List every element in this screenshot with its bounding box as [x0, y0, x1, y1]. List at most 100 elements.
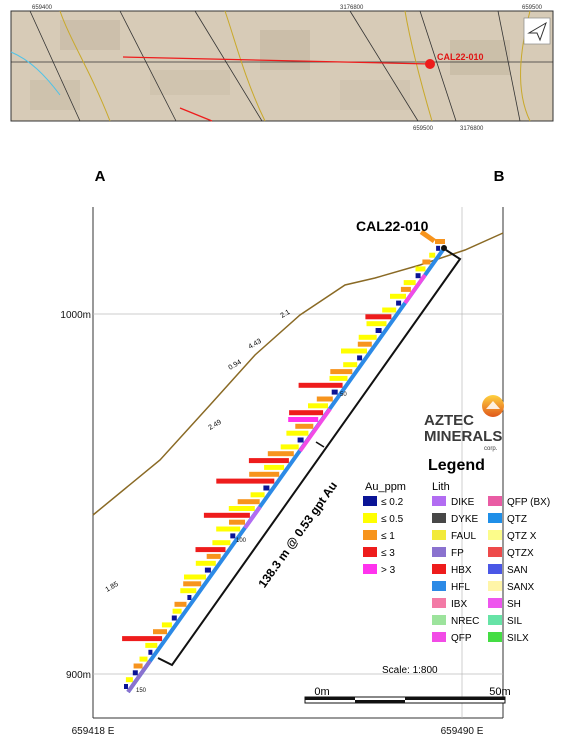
- elevation-label-1000m: 1000m: [60, 310, 91, 321]
- drill-trace-fp: [126, 659, 152, 694]
- logo-line-1: AZTEC: [424, 412, 474, 429]
- legend-lith-swatch: [488, 598, 502, 608]
- legend-lith-swatch: [432, 581, 446, 591]
- assay-bar: [248, 458, 289, 464]
- legend-lith-label: QFP (BX): [507, 497, 550, 508]
- legend-lith-label: SANX: [507, 582, 535, 593]
- legend-lith-swatch: [432, 615, 446, 625]
- inset-collar-marker: [425, 59, 435, 69]
- legend-lith-swatch: [432, 564, 446, 574]
- assay-bar: [133, 663, 143, 669]
- assay-label-2-49: 2.49: [208, 419, 223, 432]
- inset-hole-label: CAL22-010: [437, 52, 484, 62]
- legend-au-swatch: [363, 547, 377, 557]
- legend-au-label: ≤ 3: [381, 548, 395, 559]
- legend-au-label: ≤ 0.5: [381, 514, 404, 525]
- assay-bar: [124, 684, 128, 689]
- assay-bar: [203, 512, 250, 518]
- legend-lith-swatch: [488, 547, 502, 557]
- intercept-bracket-tick: [315, 441, 325, 448]
- section-end-a: A: [95, 168, 106, 185]
- legend-lith-label: DIKE: [451, 497, 475, 508]
- legend-lith-swatch: [432, 632, 446, 642]
- assay-bar: [230, 533, 236, 539]
- legend-lith-swatch: [432, 598, 446, 608]
- assay-bar: [298, 382, 343, 388]
- legend-title: Legend: [428, 457, 485, 474]
- assay-bar: [229, 519, 245, 525]
- elevation-label-900m: 900m: [66, 670, 91, 681]
- assay-bar: [153, 629, 167, 635]
- legend-lith-swatch: [488, 513, 502, 523]
- assay-bar: [316, 396, 333, 402]
- inset-coord-top-mid: 3176800: [340, 5, 364, 11]
- assay-bar: [161, 622, 172, 628]
- assay-bar: [295, 423, 314, 429]
- assay-bar: [357, 355, 363, 361]
- easting-label-659418: 659418 E: [72, 726, 115, 737]
- scalebar-end-label: 50m: [489, 686, 510, 698]
- assay-bar: [415, 273, 421, 279]
- assay-bar: [237, 499, 260, 505]
- assay-bar: [174, 601, 187, 607]
- assay-bar: [187, 595, 192, 600]
- assay-bars: [122, 229, 445, 689]
- assay-bar: [329, 375, 348, 381]
- north-arrow-icon: [523, 17, 551, 45]
- assay-bar: [343, 362, 358, 368]
- legend-lith-title: Lith: [432, 481, 450, 493]
- inset-road: [179, 107, 213, 122]
- legend-lith-swatch: [432, 496, 446, 506]
- legend-au-label: ≤ 1: [381, 531, 395, 542]
- legend-lith-label: SILX: [507, 633, 529, 644]
- assay-bar: [228, 506, 255, 511]
- assay-bar: [264, 464, 285, 470]
- assay-bar: [403, 280, 416, 286]
- assay-bar: [429, 252, 436, 258]
- legend-lith-label: FP: [451, 548, 464, 559]
- assay-bar: [184, 574, 206, 580]
- depth-label-150: 150: [136, 688, 147, 694]
- legend-lith-swatch: [488, 632, 502, 642]
- legend-lith-swatch: [488, 564, 502, 574]
- inset-grid-lines: [11, 10, 553, 122]
- assay-bar: [390, 293, 406, 299]
- assay-bar: [396, 300, 402, 306]
- assay-bar: [366, 321, 387, 327]
- legend-au-label: ≤ 0.2: [381, 497, 404, 508]
- assay-bar: [132, 670, 138, 676]
- assay-bar: [422, 259, 431, 265]
- assay-bar: [267, 451, 294, 457]
- section-end-b: B: [494, 168, 505, 185]
- assay-label-2-1: 2.1: [280, 309, 292, 320]
- assay-bar: [180, 588, 197, 594]
- depth-label-50: 50: [340, 392, 347, 398]
- legend: Legend Au_ppm Lith ≤ 0.2 ≤ 0.5 ≤ 1 ≤ 3 > 3 D…: [363, 457, 550, 644]
- drill-trace-qfp-top: [403, 273, 427, 305]
- logo-line-2: MINERALS: [424, 428, 502, 445]
- legend-lith-label: DYKE: [451, 514, 479, 525]
- assay-bar: [172, 608, 182, 614]
- assay-bar: [382, 307, 397, 313]
- assay-label-0-94: 0.94: [228, 359, 243, 372]
- legend-lith-label: HFL: [451, 582, 470, 593]
- assay-bar: [122, 636, 163, 642]
- legend-au-swatch: [363, 564, 377, 574]
- assay-bar: [289, 410, 324, 416]
- scale: Scale: 1:800 0m 50m: [304, 665, 511, 704]
- section-frame: 1000m 900m 659418 E 659490 E A B: [60, 168, 504, 737]
- assay-bar: [341, 348, 367, 354]
- assay-bar: [358, 334, 377, 340]
- aztec-minerals-logo: AZTEC MINERALS corp.: [424, 395, 504, 452]
- assay-bar: [183, 581, 202, 587]
- assay-bar: [415, 266, 426, 272]
- easting-label-659490: 659490 E: [441, 726, 484, 737]
- inset-coord-top-left: 659400: [32, 5, 53, 11]
- legend-lith-swatch: [488, 615, 502, 625]
- intercept-bracket: [157, 249, 462, 667]
- inset-stream: [10, 51, 61, 96]
- assay-bar: [139, 656, 148, 662]
- assay-bar: [288, 417, 319, 422]
- legend-au-label: > 3: [381, 565, 396, 576]
- legend-lith-label: QFP: [451, 633, 472, 644]
